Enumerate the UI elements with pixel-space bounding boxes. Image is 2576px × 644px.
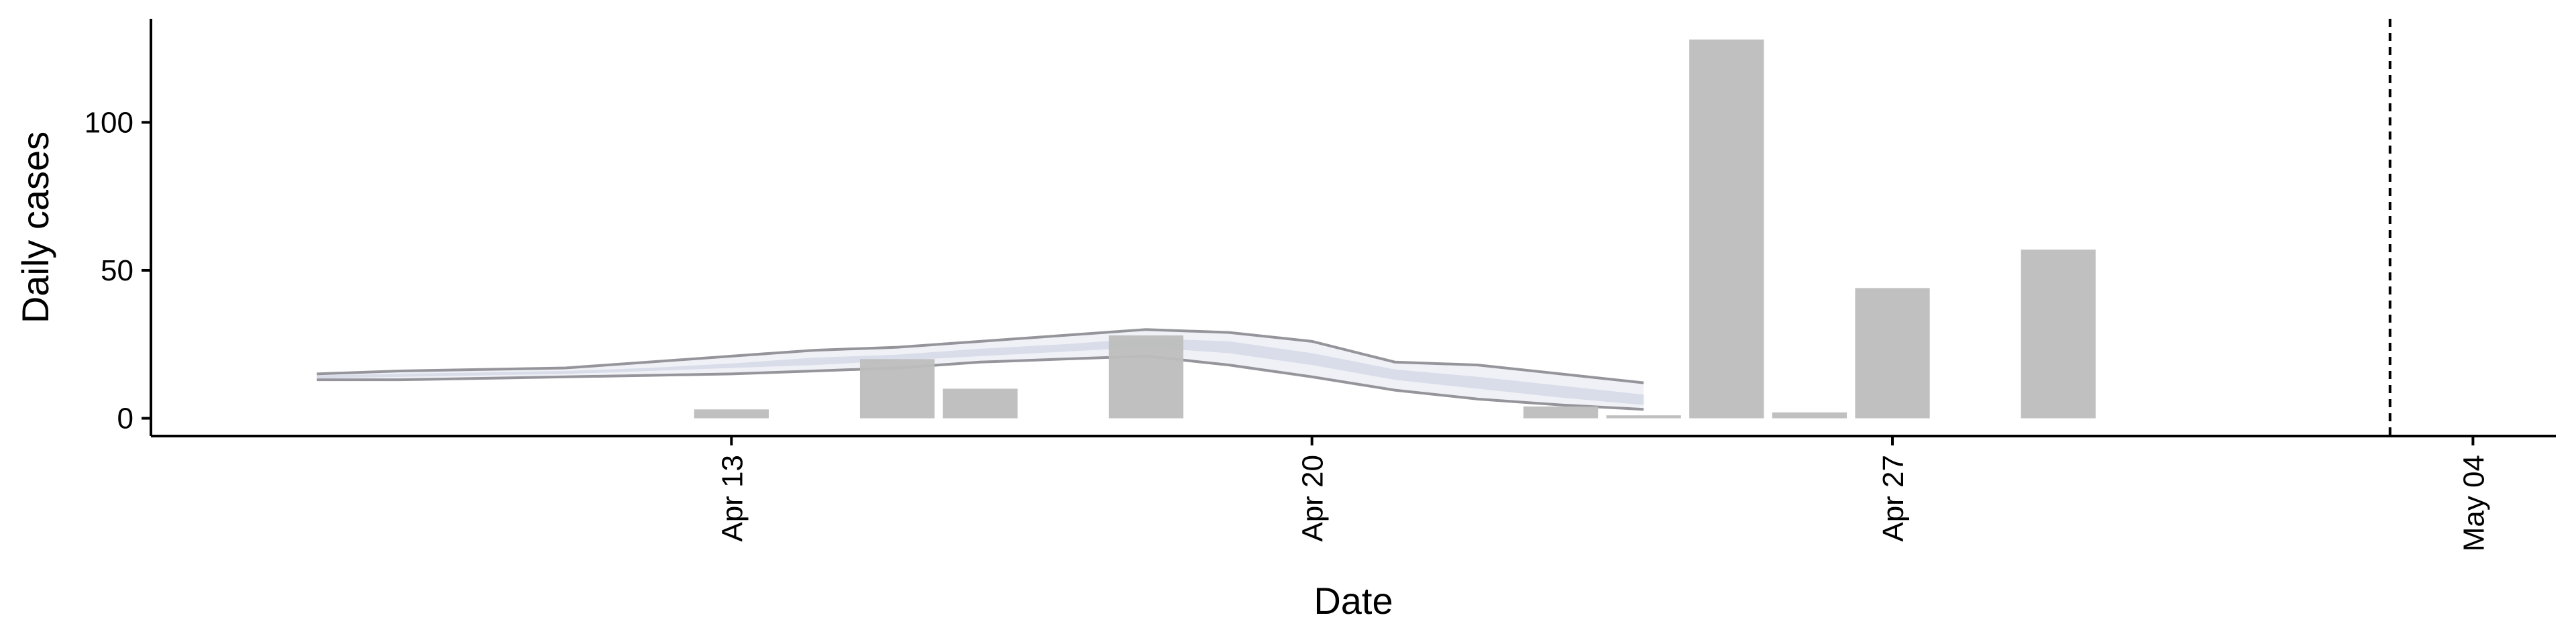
band-lower-edge	[317, 354, 1644, 411]
axes	[150, 19, 2556, 437]
x-tick-label: Apr 27	[1877, 455, 1910, 542]
band-upper-edge	[317, 328, 1644, 384]
uncertainty-bands	[317, 328, 1644, 411]
bar	[2021, 250, 2096, 419]
bar	[1772, 412, 1847, 419]
bar	[1108, 335, 1184, 419]
x-tick-label: Apr 20	[1297, 455, 1330, 542]
bar	[1689, 39, 1764, 419]
x-tick-label: May 04	[2457, 455, 2490, 551]
y-tick-label: 0	[117, 402, 133, 435]
daily-case-bars	[694, 39, 2096, 419]
x-axis-title: Date	[1313, 580, 1393, 622]
y-tick-label: 50	[101, 254, 133, 287]
axis-ticks: 0 50 100 Apr 13 Apr 20 Apr 27 May 04	[85, 106, 2491, 551]
bar	[1523, 406, 1599, 419]
y-tick-label: 100	[85, 106, 133, 139]
bar	[859, 359, 935, 419]
band-inner	[317, 338, 1644, 405]
band-outer	[317, 329, 1644, 410]
bar	[694, 409, 769, 419]
x-tick-label: Apr 13	[716, 455, 749, 542]
y-axis-title: Daily cases	[14, 131, 56, 323]
bar	[1606, 415, 1681, 419]
bar	[1855, 288, 1930, 419]
bar	[943, 388, 1018, 419]
